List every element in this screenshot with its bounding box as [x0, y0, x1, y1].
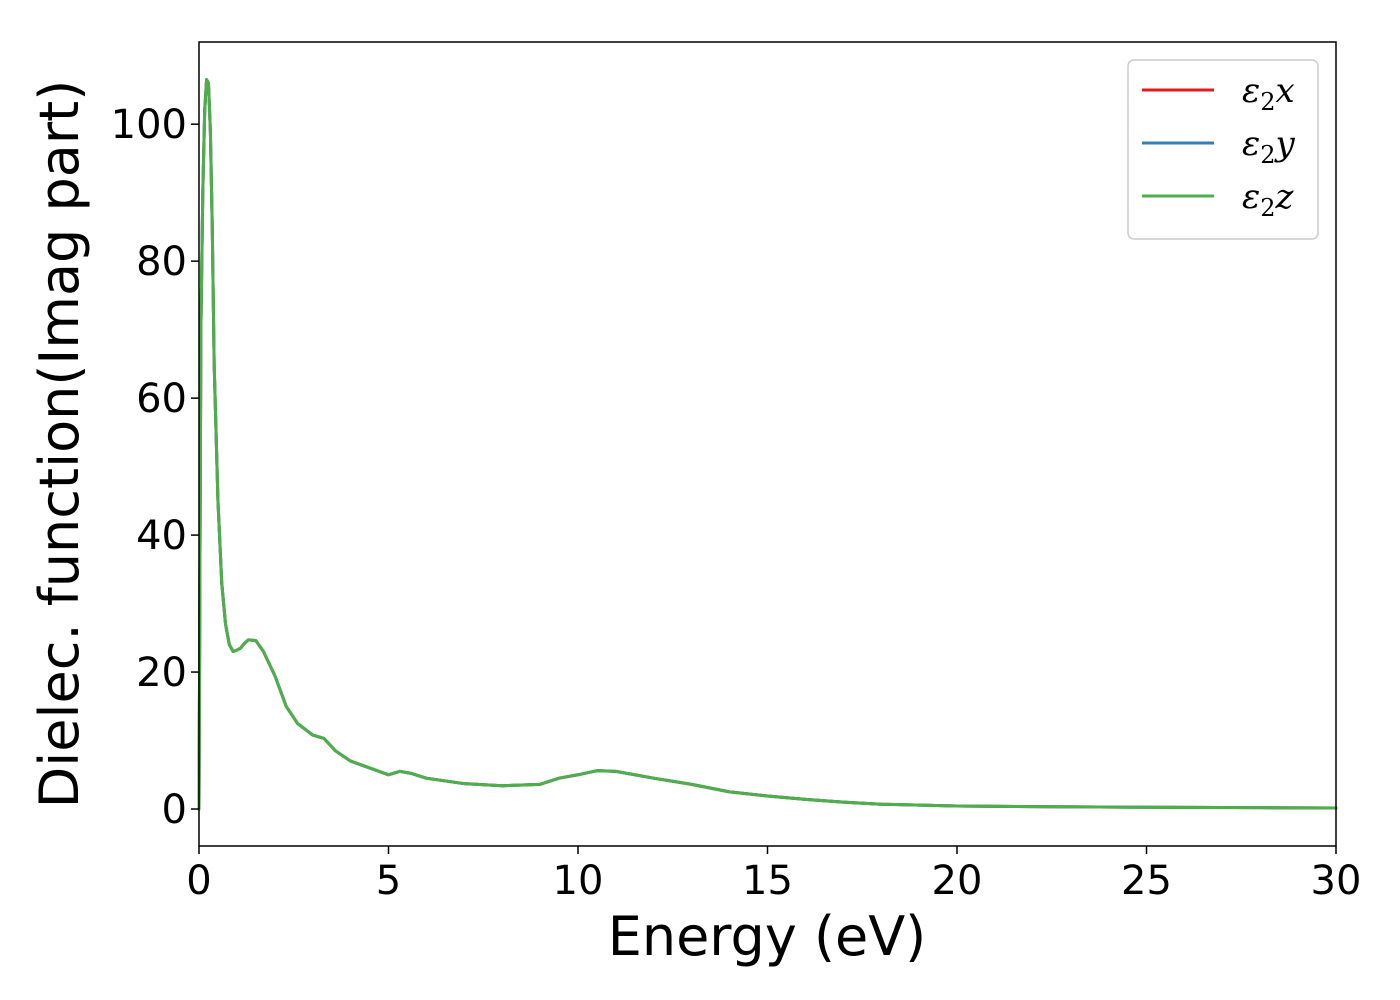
y-tick-label-5: 100 [111, 102, 187, 148]
x-tick-label-1: 5 [376, 858, 401, 904]
legend-box [1127, 59, 1319, 240]
x-tick-label-2: 10 [553, 858, 604, 904]
y-axis-ticks: 0 20 40 60 80 100 [111, 102, 199, 833]
legend: ε2x ε2y ε2z [1127, 59, 1319, 240]
legend-label-2: ε2z [1242, 177, 1295, 222]
legend-label-0: ε2x [1242, 71, 1295, 116]
y-tick-label-3: 60 [136, 376, 187, 422]
x-tick-label-3: 15 [742, 858, 793, 904]
y-tick-label-2: 40 [136, 513, 187, 559]
x-axis-ticks: 0 5 10 15 20 25 30 [186, 846, 1361, 904]
x-tick-label-6: 30 [1311, 858, 1362, 904]
x-tick-label-0: 0 [186, 858, 211, 904]
series-layer [197, 78, 1338, 811]
series-line-2 [197, 78, 1338, 811]
y-tick-label-1: 20 [136, 650, 187, 696]
x-tick-label-5: 25 [1121, 858, 1172, 904]
y-tick-label-4: 80 [136, 239, 187, 285]
legend-label-1: ε2y [1242, 124, 1296, 169]
x-axis-title: Energy (eV) [608, 905, 927, 968]
y-tick-label-0: 0 [162, 787, 187, 833]
y-axis-title: Dielec. function(Imag part) [28, 80, 91, 809]
x-tick-label-4: 20 [932, 858, 983, 904]
